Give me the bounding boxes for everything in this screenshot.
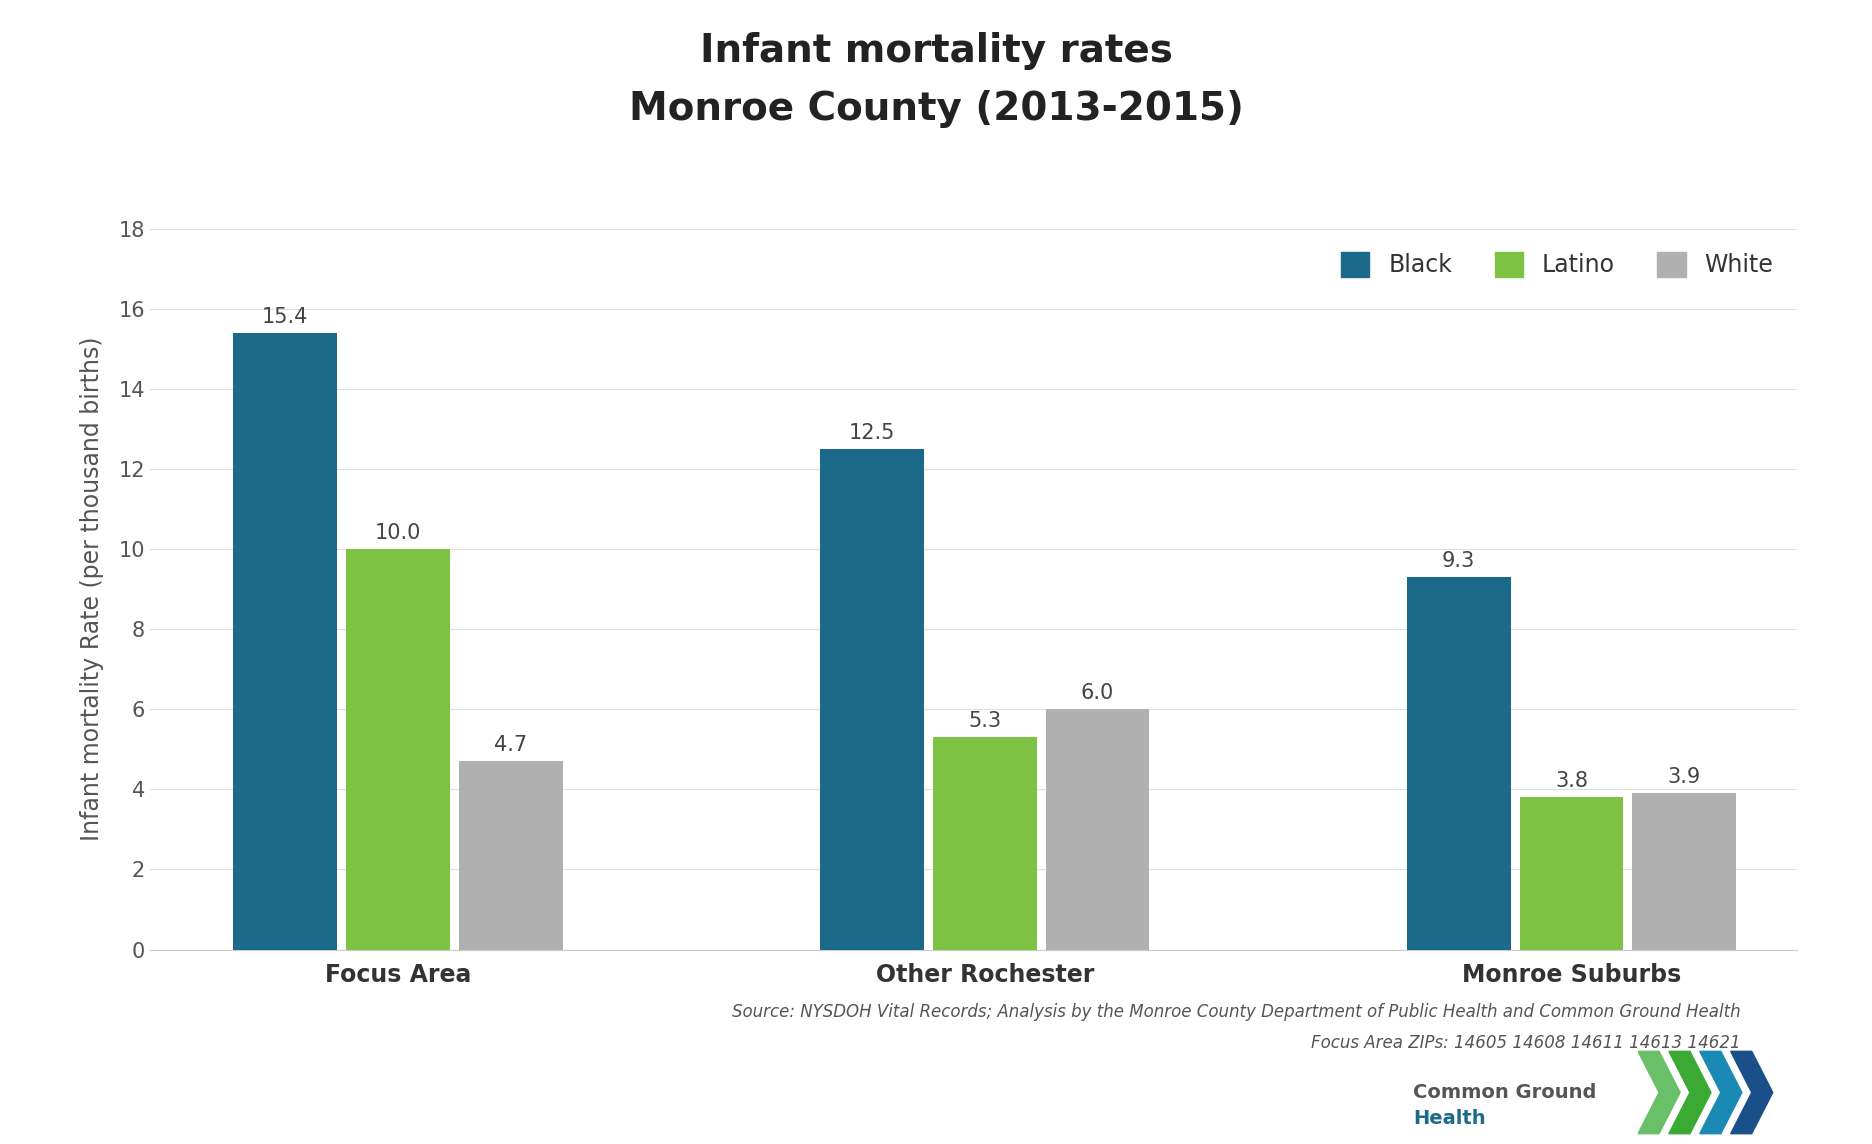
Text: 3.8: 3.8 — [1556, 771, 1587, 792]
Bar — [1632, 794, 1735, 950]
Text: Common Ground: Common Ground — [1413, 1083, 1597, 1102]
Text: Infant mortality rates: Infant mortality rates — [700, 32, 1172, 71]
Text: 4.7: 4.7 — [494, 736, 528, 755]
Text: 9.3: 9.3 — [1441, 551, 1475, 571]
Polygon shape — [1700, 1051, 1743, 1134]
Bar — [820, 448, 923, 950]
Text: 15.4: 15.4 — [262, 307, 309, 327]
Text: 12.5: 12.5 — [848, 423, 895, 443]
Text: 6.0: 6.0 — [1080, 683, 1114, 704]
Text: 10.0: 10.0 — [374, 523, 421, 543]
Polygon shape — [1732, 1051, 1773, 1134]
Bar — [932, 738, 1037, 950]
Y-axis label: Infant mortality Rate (per thousand births): Infant mortality Rate (per thousand birt… — [80, 337, 105, 841]
Legend: Black, Latino, White: Black, Latino, White — [1329, 240, 1786, 289]
Bar — [234, 333, 337, 950]
Bar — [459, 762, 563, 950]
Text: Source: NYSDOH Vital Records; Analysis by the Monroe County Department of Public: Source: NYSDOH Vital Records; Analysis b… — [732, 1003, 1741, 1022]
Bar — [1520, 797, 1623, 950]
Bar — [1046, 709, 1149, 950]
Text: 3.9: 3.9 — [1668, 768, 1702, 787]
Text: Health: Health — [1413, 1110, 1486, 1128]
Text: Focus Area ZIPs: 14605 14608 14611 14613 14621: Focus Area ZIPs: 14605 14608 14611 14613… — [1310, 1034, 1741, 1052]
Polygon shape — [1638, 1051, 1681, 1134]
Bar — [1406, 577, 1511, 950]
Text: Monroe County (2013-2015): Monroe County (2013-2015) — [629, 89, 1243, 128]
Polygon shape — [1670, 1051, 1711, 1134]
Bar — [346, 549, 449, 950]
Text: 5.3: 5.3 — [968, 712, 1002, 731]
